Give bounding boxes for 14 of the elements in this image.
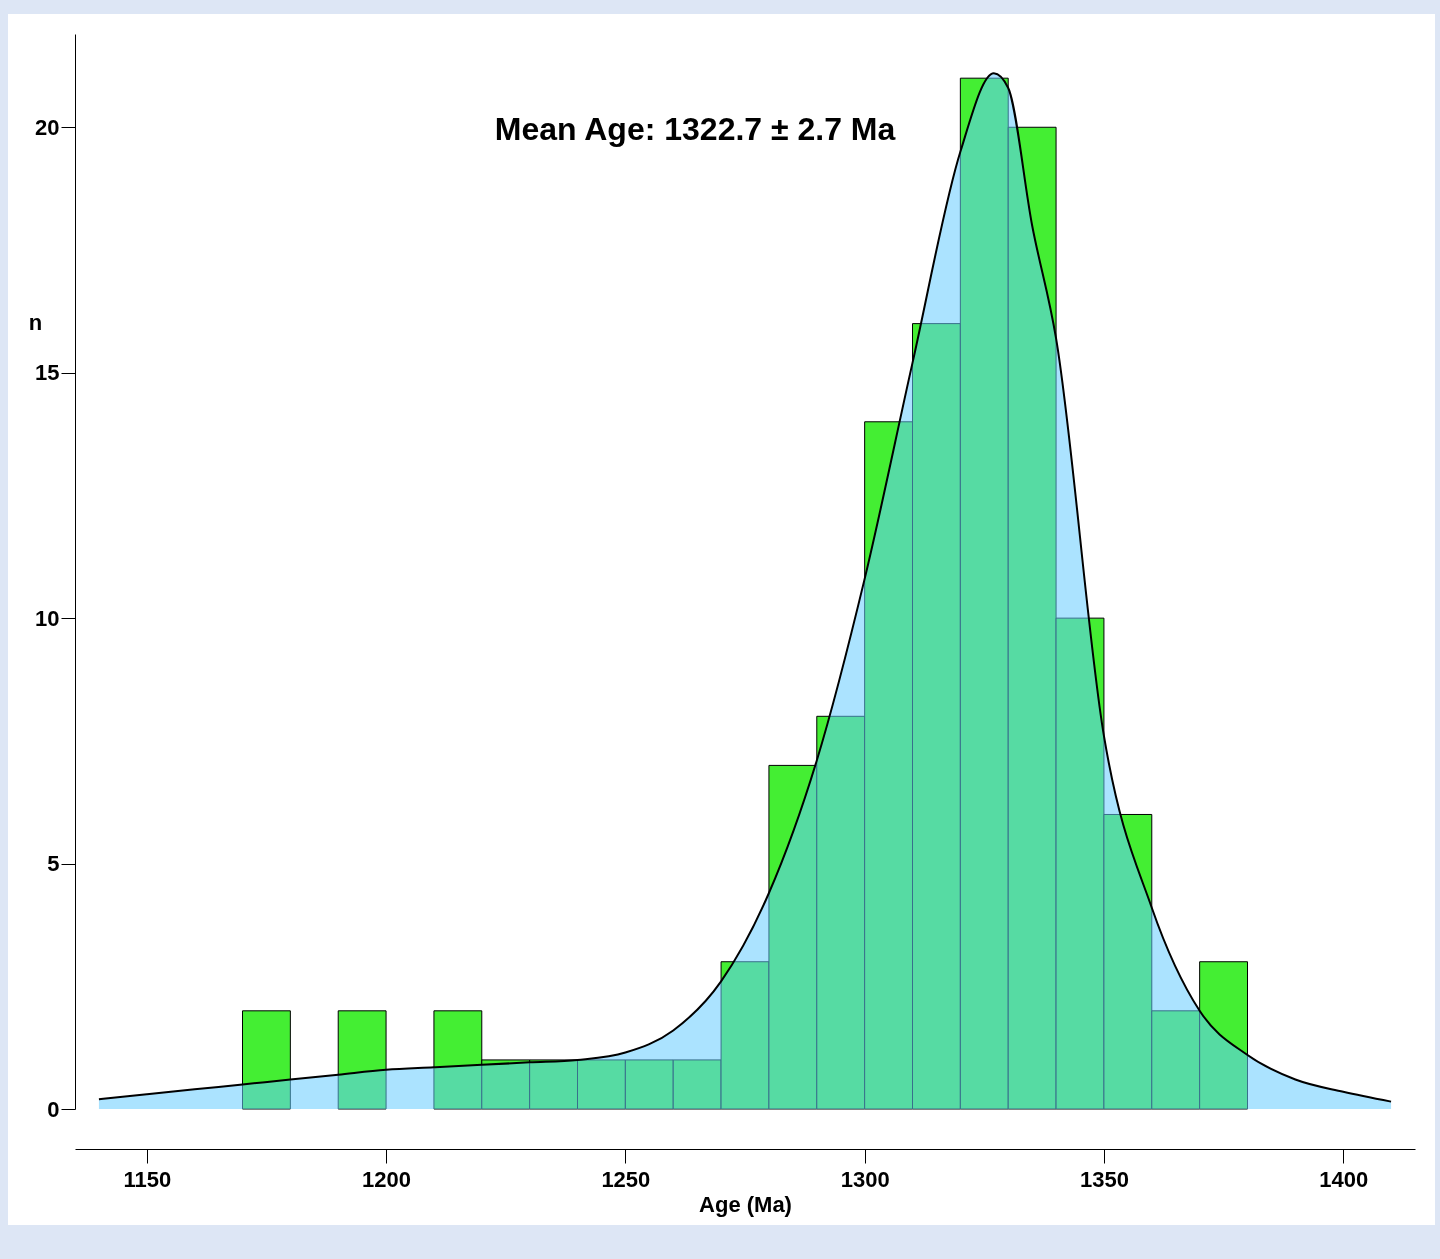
x-tick-label: 1250 [601, 1166, 651, 1192]
y-tick-label: 15 [35, 360, 60, 386]
y-tick-label: 5 [47, 851, 60, 877]
y-axis-title: n [28, 309, 43, 335]
x-tick-label: 1400 [1319, 1166, 1369, 1192]
y-tick-label: 20 [35, 114, 60, 140]
x-tick-label: 1350 [1079, 1166, 1129, 1192]
y-tick-label: 10 [35, 605, 60, 631]
x-axis-title: Age (Ma) [699, 1191, 792, 1217]
y-tick-label: 0 [47, 1096, 60, 1122]
x-tick-label: 1200 [362, 1166, 412, 1192]
annotation: Mean Age: 1322.7 ± 2.7 Ma [494, 111, 896, 147]
x-tick-label: 1150 [123, 1166, 172, 1192]
x-tick-label: 1300 [840, 1166, 890, 1192]
